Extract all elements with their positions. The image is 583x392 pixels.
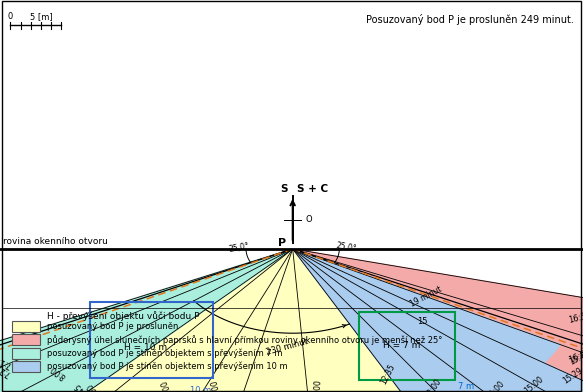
Text: 13:00: 13:00 xyxy=(423,377,442,392)
Text: 0: 0 xyxy=(8,12,13,21)
Bar xyxy=(90,302,213,378)
Bar xyxy=(12,321,40,332)
Text: 12:35: 12:35 xyxy=(379,363,397,387)
Polygon shape xyxy=(0,249,293,392)
Bar xyxy=(12,334,40,345)
Text: 10 m: 10 m xyxy=(190,386,211,392)
Text: Posuzovaný bod P je prosluněn 249 minut.: Posuzovaný bod P je prosluněn 249 minut. xyxy=(366,14,574,25)
Text: rovina okenního otvoru: rovina okenního otvoru xyxy=(3,237,108,246)
Text: 9:00: 9:00 xyxy=(85,381,103,392)
Text: S + C: S + C xyxy=(297,184,328,194)
Text: půdorysný úhel slunečních paprsků s hlavní přímkou roviny okenního otvoru je men: půdorysný úhel slunečních paprsků s hlav… xyxy=(47,335,442,345)
Text: posuzovaný bod P je prosluněn: posuzovaný bod P je prosluněn xyxy=(47,322,178,331)
Text: 7:10: 7:10 xyxy=(0,354,13,370)
Text: S: S xyxy=(280,184,288,194)
Text: 16:00: 16:00 xyxy=(567,347,583,365)
Text: 8:00: 8:00 xyxy=(49,363,68,381)
Text: 15:48: 15:48 xyxy=(568,348,583,367)
Text: 15: 15 xyxy=(417,318,427,327)
Text: 7 m: 7 m xyxy=(458,382,474,391)
Text: O: O xyxy=(305,215,312,224)
Bar xyxy=(359,312,455,380)
Text: posuzovaný bod P je stíněn objektem s převýšením 10 m: posuzovaný bod P je stíněn objektem s př… xyxy=(47,362,287,371)
Text: 16:50: 16:50 xyxy=(567,310,583,325)
Text: 15:00: 15:00 xyxy=(522,374,545,392)
Text: 7:21: 7:21 xyxy=(0,362,12,378)
Text: P: P xyxy=(278,238,286,248)
Text: 8:45: 8:45 xyxy=(73,381,91,392)
Polygon shape xyxy=(0,249,583,392)
Text: H = 7 m: H = 7 m xyxy=(383,341,420,350)
Text: 19 minut: 19 minut xyxy=(409,285,444,309)
Polygon shape xyxy=(63,249,293,390)
Polygon shape xyxy=(0,249,583,392)
Text: 25,0°: 25,0° xyxy=(227,241,250,254)
Text: 5 [m]: 5 [m] xyxy=(30,12,53,21)
Text: H - převýšení objektu vůči bodu P: H - převýšení objektu vůči bodu P xyxy=(47,311,199,321)
Polygon shape xyxy=(293,249,560,363)
Text: posuzovaný bod P je stíněn objektem s převýšením 7 m: posuzovaný bod P je stíněn objektem s př… xyxy=(47,348,282,358)
Text: H = 10 m: H = 10 m xyxy=(124,343,167,352)
Text: 11:00: 11:00 xyxy=(210,378,223,392)
Text: 15:29: 15:29 xyxy=(561,366,583,386)
Text: 230 minut: 230 minut xyxy=(265,337,309,357)
Polygon shape xyxy=(293,249,583,392)
Bar xyxy=(12,348,40,359)
Text: 12:00: 12:00 xyxy=(312,379,322,392)
Text: 25,0°: 25,0° xyxy=(336,241,358,254)
Text: 10:00: 10:00 xyxy=(159,378,176,392)
Text: 14:00: 14:00 xyxy=(485,379,506,392)
Bar xyxy=(12,361,40,372)
